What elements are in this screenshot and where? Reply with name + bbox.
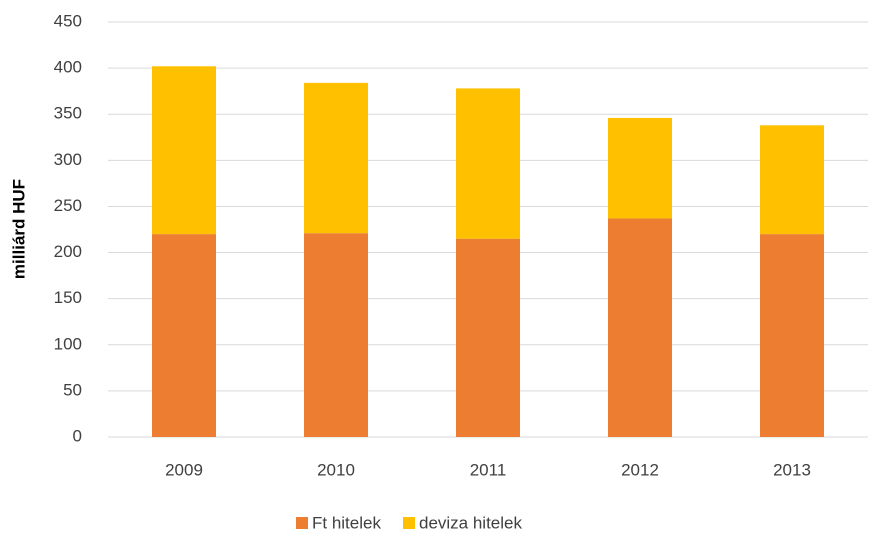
x-tick-label: 2009: [165, 460, 203, 479]
y-tick-label: 250: [54, 196, 82, 215]
y-tick-label: 0: [73, 426, 82, 445]
y-tick-label: 200: [54, 242, 82, 261]
bar-segment: [760, 125, 824, 235]
legend-swatch: [296, 517, 308, 529]
bar-segment: [760, 234, 824, 437]
bar-segment: [304, 233, 368, 437]
x-tick-label: 2010: [317, 460, 355, 479]
y-tick-label: 50: [63, 380, 82, 399]
legend-label: Ft hitelek: [312, 513, 381, 532]
x-tick-label: 2013: [773, 460, 811, 479]
legend-label: deviza hitelek: [419, 513, 523, 532]
y-tick-label: 100: [54, 334, 82, 353]
bar-segment: [304, 82, 368, 234]
y-tick-label: 300: [54, 150, 82, 169]
y-tick-label: 450: [54, 11, 82, 30]
bar-segment: [608, 218, 672, 437]
y-axis-label: milliárd HUF: [9, 179, 28, 279]
y-tick-label: 400: [54, 58, 82, 77]
x-tick-label: 2011: [470, 460, 507, 479]
y-tick-label: 350: [54, 104, 82, 123]
bar-segment: [152, 234, 216, 437]
bar-segment: [456, 88, 520, 239]
y-tick-label: 150: [54, 288, 82, 307]
bar-segment: [608, 117, 672, 219]
bar-segment: [152, 66, 216, 235]
legend-swatch: [402, 517, 415, 529]
x-tick-label: 2012: [621, 460, 659, 479]
bar-segment: [456, 238, 520, 437]
